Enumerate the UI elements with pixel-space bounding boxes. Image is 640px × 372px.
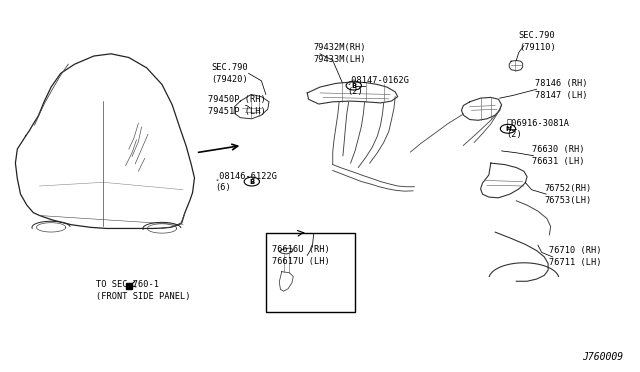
Text: TO SEC.760-1
(FRONT SIDE PANEL): TO SEC.760-1 (FRONT SIDE PANEL)	[96, 280, 190, 301]
Text: SEC.790
(79110): SEC.790 (79110)	[519, 31, 556, 52]
Text: B: B	[249, 179, 255, 185]
Text: 76710 (RH)
76711 (LH): 76710 (RH) 76711 (LH)	[549, 247, 602, 267]
Bar	[266, 233, 355, 312]
Text: ¸08147-0162G
(2): ¸08147-0162G (2)	[347, 75, 410, 96]
Text: SEC.790
(79420): SEC.790 (79420)	[212, 63, 248, 84]
Text: ¸08146-6122G
(6): ¸08146-6122G (6)	[215, 171, 278, 192]
Text: 78146 (RH)
78147 (LH): 78146 (RH) 78147 (LH)	[536, 79, 588, 100]
Text: 76752(RH)
76753(LH): 76752(RH) 76753(LH)	[544, 184, 591, 205]
Text: 79450P (RH)
79451P (LH): 79450P (RH) 79451P (LH)	[209, 95, 266, 116]
Text: Ⓝ06916-3081A
(2): Ⓝ06916-3081A (2)	[507, 118, 570, 139]
Text: B: B	[351, 83, 356, 89]
Text: 76616U (RH)
76617U (LH): 76616U (RH) 76617U (LH)	[272, 245, 330, 266]
Text: 79432M(RH)
79433M(LH): 79432M(RH) 79433M(LH)	[314, 44, 366, 64]
Text: 76630 (RH)
76631 (LH): 76630 (RH) 76631 (LH)	[532, 145, 584, 166]
Text: J760009: J760009	[582, 352, 623, 362]
Text: N: N	[505, 126, 511, 132]
